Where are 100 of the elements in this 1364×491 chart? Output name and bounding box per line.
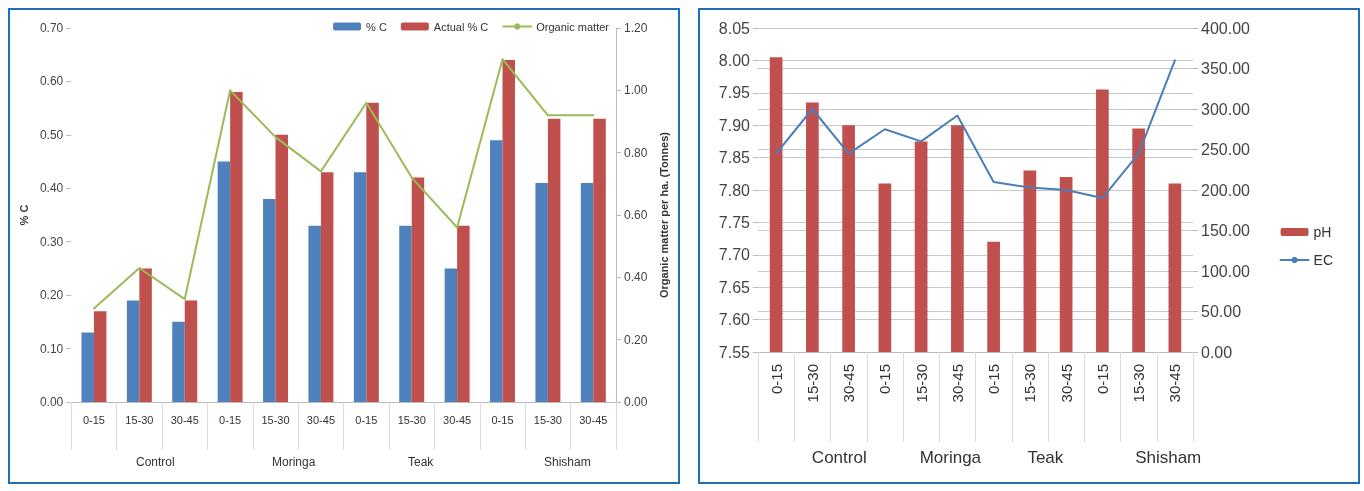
text: Moringa xyxy=(272,455,316,469)
legend-label: EC xyxy=(1313,252,1333,268)
y2-tick-label: 0.00 xyxy=(624,395,648,409)
y-tick-label: 7.75 xyxy=(718,213,751,231)
bar xyxy=(502,60,515,402)
legend-label: % C xyxy=(366,20,387,33)
x-tick-label: 0-15 xyxy=(876,364,894,395)
y-tick-label: 0.20 xyxy=(39,288,64,303)
y-tick-label: 0.60 xyxy=(39,74,64,89)
bar xyxy=(366,102,379,402)
x-tick-label: 0-15 xyxy=(985,364,1003,395)
y2-tick-label: 0.60 xyxy=(624,208,648,222)
x-tick-label: 30-45 xyxy=(1166,364,1184,403)
line-series xyxy=(775,59,1176,200)
legend-label: Organic matter xyxy=(536,20,610,33)
y-tick-label: 8.00 xyxy=(718,51,751,69)
y2-tick-label: 0.80 xyxy=(624,145,648,160)
x-tick-label: 30-45 xyxy=(443,413,472,426)
bar xyxy=(81,332,94,402)
y2-tick-label: 0.00 xyxy=(1201,343,1233,361)
bar xyxy=(593,118,606,402)
y2-tick-label: 0.40 xyxy=(624,270,648,285)
x-tick-label: 15-30 xyxy=(803,364,821,403)
y2-tick-label: 400.00 xyxy=(1201,19,1251,37)
y2-tick-label: 1.20 xyxy=(624,21,648,35)
bar xyxy=(444,268,458,402)
x-tick-label: 0-15 xyxy=(219,413,242,426)
y-tick-label: 0.30 xyxy=(39,234,64,249)
text: Teak xyxy=(1027,448,1064,467)
x-tick-label: 15-30 xyxy=(125,413,154,426)
bar xyxy=(320,172,334,402)
x-tick-label: 30-45 xyxy=(1057,364,1075,403)
bar xyxy=(217,161,231,402)
x-tick-label: 30-45 xyxy=(579,413,608,426)
y-tick-label: 7.70 xyxy=(718,246,751,264)
x-tick-label: 0-15 xyxy=(355,413,378,426)
bar xyxy=(308,225,321,402)
text: Moringa xyxy=(919,448,982,467)
x-tick-label: 15-30 xyxy=(912,364,930,403)
bar xyxy=(411,177,425,402)
y-tick-label: 0.10 xyxy=(39,341,64,356)
y-tick-label: 0.70 xyxy=(39,21,64,35)
text: Control xyxy=(811,448,867,467)
x-tick-label: 15-30 xyxy=(397,413,426,426)
y-axis-title: % C xyxy=(17,204,30,226)
y2-tick-label: 1.00 xyxy=(624,83,648,98)
y2-tick-label: 0.20 xyxy=(624,332,648,347)
y2-tick-label: 150.00 xyxy=(1201,222,1251,239)
x-tick-label: 30-45 xyxy=(948,364,966,403)
y-tick-label: 0.50 xyxy=(39,127,64,142)
x-tick-label: 15-30 xyxy=(1021,364,1039,403)
x-tick-label: 15-30 xyxy=(261,413,290,426)
bar xyxy=(275,134,289,402)
y-tick-label: 7.90 xyxy=(718,116,751,134)
bar xyxy=(93,311,107,402)
y2-tick-label: 100.00 xyxy=(1201,262,1251,280)
x-tick-label: 0-15 xyxy=(1093,364,1111,395)
y2-tick-label: 200.00 xyxy=(1201,181,1251,199)
y-tick-label: 7.85 xyxy=(718,149,751,167)
bar xyxy=(184,300,198,402)
text: Shisham xyxy=(544,455,591,469)
bar xyxy=(263,198,276,402)
y-tick-label: 8.05 xyxy=(718,19,751,37)
y2-tick-label: 50.00 xyxy=(1201,303,1242,320)
line-series xyxy=(92,58,595,310)
x-tick-label: 30-45 xyxy=(170,413,199,426)
legend-label: Actual % C xyxy=(433,20,489,33)
y-tick-label: 7.65 xyxy=(718,278,751,296)
x-tick-label: 0-15 xyxy=(491,413,514,426)
legend-label: pH xyxy=(1313,224,1332,240)
bar xyxy=(126,300,140,402)
text: Shisham xyxy=(1135,448,1202,467)
y-tick-label: 0.00 xyxy=(39,395,64,409)
y2-tick-label: 350.00 xyxy=(1201,60,1251,77)
y-tick-label: 7.95 xyxy=(718,84,751,102)
bar xyxy=(547,118,561,402)
y-tick-label: 7.60 xyxy=(718,311,751,329)
text: Control xyxy=(136,455,175,469)
y2-axis-title: Organic matter per ha. (Tonnes) xyxy=(657,131,670,299)
bar xyxy=(399,225,412,402)
bar xyxy=(139,268,152,402)
text: Teak xyxy=(407,455,435,469)
y-tick-label: 7.80 xyxy=(718,181,751,199)
x-tick-label: 0-15 xyxy=(767,364,785,395)
bar xyxy=(353,172,367,402)
bar xyxy=(580,182,594,402)
y-tick-label: 7.55 xyxy=(718,343,751,361)
y2-tick-label: 300.00 xyxy=(1201,100,1251,118)
bar xyxy=(457,225,470,402)
x-tick-label: 0-15 xyxy=(82,413,105,426)
y-tick-label: 0.40 xyxy=(39,181,64,196)
x-tick-label: 30-45 xyxy=(840,364,858,403)
bar xyxy=(535,182,548,402)
x-tick-label: 15-30 xyxy=(533,413,562,426)
x-tick-label: 15-30 xyxy=(1130,364,1148,403)
bar xyxy=(230,92,243,402)
bar xyxy=(490,140,503,402)
y2-tick-label: 250.00 xyxy=(1201,141,1251,158)
x-tick-label: 30-45 xyxy=(306,413,335,426)
bar xyxy=(172,321,185,402)
